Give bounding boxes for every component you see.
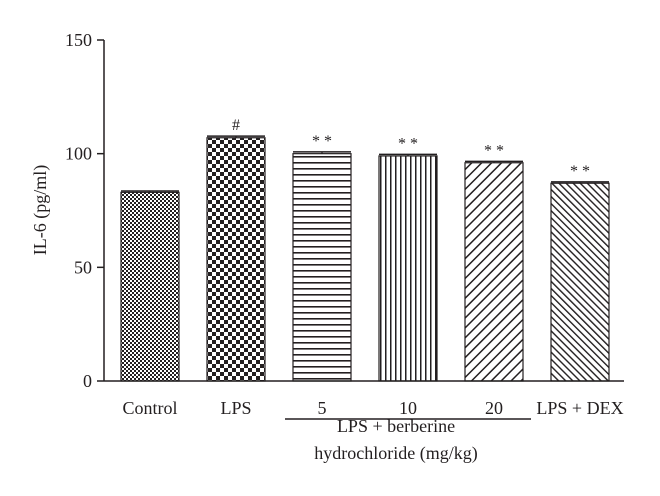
y-axis: 0 50 100 150: [65, 30, 105, 391]
significance-label: * *: [484, 142, 504, 159]
significance-label: * *: [570, 163, 590, 180]
bar: [120, 191, 180, 382]
significance-label: #: [232, 117, 240, 134]
x-tick-label: Control: [122, 398, 177, 418]
y-tick-label: 0: [83, 371, 92, 391]
x-tick-label: 20: [485, 398, 503, 418]
y-axis-label: IL-6 (pg/ml): [30, 165, 51, 255]
x-tick-label: 5: [318, 398, 327, 418]
group-label-line2: hydrochloride (mg/kg): [314, 443, 477, 464]
x-tick-label: 10: [399, 398, 417, 418]
y-tick-label: 100: [65, 144, 92, 164]
x-axis: Control LPS 5 10 20 LPS + DEX: [104, 380, 624, 418]
bar: [550, 182, 610, 382]
x-tick-label: LPS + DEX: [536, 398, 623, 418]
bar: [378, 155, 438, 382]
bar: [206, 137, 266, 382]
bar: [464, 162, 524, 382]
group-label-line1: LPS + berberine: [337, 416, 455, 436]
bar: [292, 153, 352, 382]
significance-label: * *: [398, 135, 418, 152]
bars-group: # * * * * * * * *: [120, 117, 610, 382]
y-tick-label: 50: [74, 257, 92, 277]
significance-label: * *: [312, 133, 332, 150]
y-tick-label: 150: [65, 30, 92, 50]
x-tick-label: LPS: [220, 398, 251, 418]
